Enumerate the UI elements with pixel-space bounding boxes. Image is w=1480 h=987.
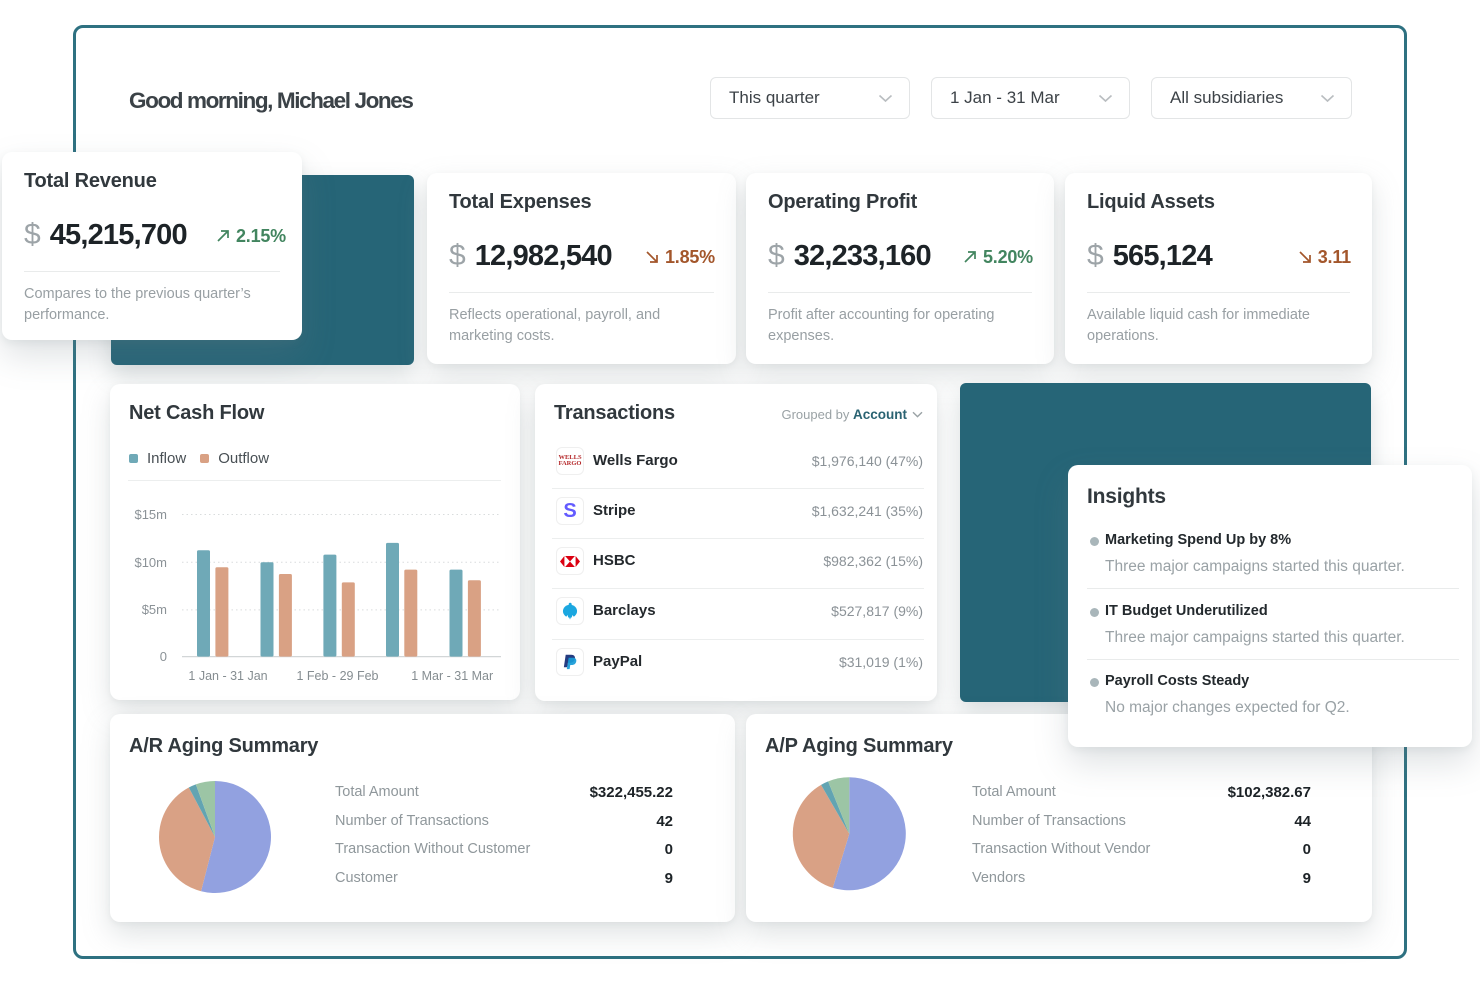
svg-text:1 Jan - 31 Jan: 1 Jan - 31 Jan — [188, 669, 267, 683]
svg-text:1 Mar - 31 Mar: 1 Mar - 31 Mar — [411, 669, 493, 683]
svg-text:0: 0 — [160, 649, 167, 664]
svg-text:$15m: $15m — [134, 507, 167, 522]
svg-text:1 Feb - 29 Feb: 1 Feb - 29 Feb — [297, 669, 379, 683]
svg-text:$5m: $5m — [142, 602, 167, 617]
svg-text:$10m: $10m — [134, 555, 167, 570]
